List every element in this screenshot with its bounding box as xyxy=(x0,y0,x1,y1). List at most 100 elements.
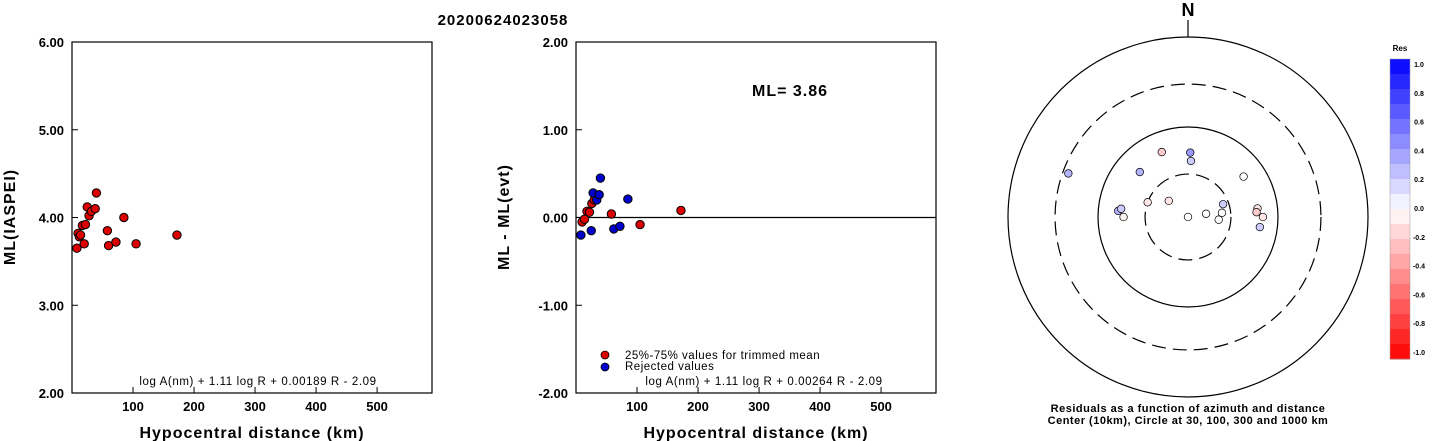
colorbar-band xyxy=(1390,314,1410,330)
ml-point xyxy=(131,239,141,249)
residual-panel: 100 200 300 400 500 -2.00 -1.00 0.00 1.00 2.00 M… xyxy=(496,35,937,441)
colorbar-tick-label: 0.0 xyxy=(1414,206,1424,213)
ml-point xyxy=(75,230,86,240)
station-residual-point xyxy=(1186,156,1196,166)
residual-point xyxy=(584,207,595,217)
x-tick-label: 500 xyxy=(870,399,892,414)
station-residual-point xyxy=(1258,212,1268,222)
x-tick-label: 200 xyxy=(183,399,205,414)
colorbar-band xyxy=(1390,89,1410,105)
y-tick-label: 1.00 xyxy=(543,123,568,138)
ml-point xyxy=(172,230,182,240)
residual-point xyxy=(615,221,625,231)
station-residual-point xyxy=(1214,215,1223,224)
colorbar-band xyxy=(1390,239,1410,255)
station-residual-point xyxy=(1239,172,1248,181)
figure-title: 20200624023058 xyxy=(438,12,569,29)
ml-point xyxy=(80,219,91,230)
station-residual-point xyxy=(1157,147,1166,157)
colorbar-tick-label: 0.6 xyxy=(1414,120,1424,127)
ml-point xyxy=(72,243,82,253)
colorbar-band xyxy=(1390,119,1410,135)
colorbar-band xyxy=(1390,194,1410,210)
residual-point xyxy=(676,205,686,216)
colorbar-tick-label: 0.8 xyxy=(1414,91,1424,98)
station-residual-point xyxy=(1143,198,1152,207)
colorbar-frame xyxy=(1389,58,1411,360)
ml-point xyxy=(102,225,113,236)
y-tick-label: 2.00 xyxy=(543,35,568,50)
y-tick-label: 2.00 xyxy=(39,386,64,401)
station-residual-point xyxy=(1218,200,1228,209)
residual-point xyxy=(595,173,606,183)
colorbar-band xyxy=(1390,59,1410,75)
legend-red-marker xyxy=(600,350,610,360)
residual-colorbar: Res 1.0 0.8 0.6 0.4 0.2 0.0 -0.2 -0.4 -0.6 -0.8 -1… xyxy=(1389,44,1425,360)
x-tick-label: 100 xyxy=(122,399,144,414)
distance-ring-300km xyxy=(1054,83,1322,351)
y-tick-label: 5.00 xyxy=(39,123,64,138)
station-residual-point xyxy=(1064,169,1073,178)
ml-ylabel: ML(IASPEI) xyxy=(2,169,19,265)
ml-point xyxy=(79,239,89,249)
x-tick-label: 400 xyxy=(305,399,327,414)
colorbar-title: Res xyxy=(1393,44,1408,53)
residual-point xyxy=(586,225,596,236)
residual-point xyxy=(635,219,645,230)
legend-blue-marker xyxy=(600,362,610,372)
distance-ring-30km xyxy=(1144,173,1232,261)
ml-value-label: ML= 3.86 xyxy=(752,83,828,100)
colorbar-band xyxy=(1390,329,1410,345)
colorbar-band xyxy=(1390,299,1410,315)
colorbar-tick-label: 1.0 xyxy=(1414,62,1424,69)
y-tick-label: 6.00 xyxy=(39,35,64,50)
residual-point xyxy=(606,209,617,219)
colorbar-tick-label: -1.0 xyxy=(1413,350,1425,357)
colorbar-band xyxy=(1390,104,1410,120)
residual-formula: log A(nm) + 1.11 log R + 0.00264 R - 2.0… xyxy=(645,376,882,388)
ml-point xyxy=(111,237,121,247)
station-residual-point xyxy=(1119,212,1128,222)
ml-panel: 100 200 300 400 500 2.00 3.00 4.00 5.00 6.00 Hyp… xyxy=(2,35,433,441)
colorbar-tick-label: 0.2 xyxy=(1414,177,1424,184)
residual-point xyxy=(594,189,604,200)
x-tick-label: 500 xyxy=(366,399,388,414)
colorbar-band xyxy=(1390,209,1410,225)
colorbar-band xyxy=(1390,164,1410,180)
x-tick-label: 200 xyxy=(687,399,709,414)
colorbar-band xyxy=(1390,254,1410,270)
colorbar-band xyxy=(1390,134,1410,150)
distance-ring-1000km xyxy=(1007,36,1369,398)
legend-red-label: 25%-75% values for trimmed mean xyxy=(625,350,820,362)
colorbar-tick-label: -0.2 xyxy=(1413,235,1425,242)
colorbar-band xyxy=(1390,269,1410,285)
station-residual-point xyxy=(1117,204,1126,213)
station-residual-point xyxy=(1135,167,1144,177)
colorbar-band xyxy=(1390,179,1410,195)
station-residual-point xyxy=(1186,148,1195,157)
azimuth-panel: N Residuals as a function of azimuth and… xyxy=(1007,0,1369,427)
colorbar-tick-label: -0.8 xyxy=(1413,321,1425,328)
station-residual-point xyxy=(1164,196,1173,206)
legend-blue-label: Rejected values xyxy=(625,361,714,373)
residual-point xyxy=(576,230,586,240)
colorbar-band xyxy=(1390,224,1410,240)
y-tick-label: -1.00 xyxy=(538,298,568,313)
ml-xlabel: Hypocentral distance (km) xyxy=(139,425,364,441)
x-tick-label: 300 xyxy=(748,399,770,414)
y-tick-label: 4.00 xyxy=(39,211,64,226)
distance-ring-100km xyxy=(1097,126,1279,308)
residual-ylabel: ML - ML(evt) xyxy=(496,164,513,270)
ml-point xyxy=(119,212,129,223)
station-residual-point xyxy=(1255,222,1265,232)
y-tick-label: 3.00 xyxy=(39,298,64,313)
azimuth-caption-2: Center (10km), Circle at 30, 100, 300 an… xyxy=(1048,415,1329,427)
x-tick-label: 300 xyxy=(244,399,266,414)
ml-point xyxy=(91,188,102,198)
colorbar-band xyxy=(1390,284,1410,300)
x-tick-label: 100 xyxy=(626,399,648,414)
colorbar-band xyxy=(1390,74,1410,90)
y-tick-label: -2.00 xyxy=(538,386,568,401)
ml-formula: log A(nm) + 1.11 log R + 0.00189 R - 2.0… xyxy=(139,376,376,388)
